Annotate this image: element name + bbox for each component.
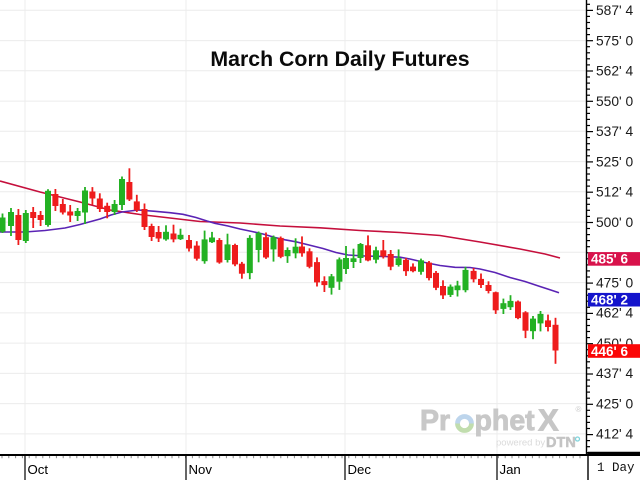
svg-text:Pr: Pr [420, 405, 450, 437]
svg-text:425' 0: 425' 0 [596, 396, 633, 411]
svg-text:March Corn Daily Futures: March Corn Daily Futures [210, 47, 469, 71]
svg-text:phet: phet [475, 405, 536, 437]
svg-text:412' 4: 412' 4 [596, 427, 633, 442]
svg-text:DTN: DTN [546, 435, 576, 451]
svg-text:446' 6: 446' 6 [591, 344, 628, 359]
svg-text:468' 2: 468' 2 [591, 293, 628, 308]
svg-text:1 Day: 1 Day [597, 461, 635, 475]
svg-text:462' 4: 462' 4 [596, 306, 633, 321]
svg-text:550' 0: 550' 0 [596, 94, 633, 109]
svg-text:Jan: Jan [500, 462, 521, 477]
svg-text:powered by: powered by [496, 438, 545, 449]
svg-text:X: X [538, 403, 559, 438]
svg-text:Nov: Nov [189, 462, 213, 477]
svg-text:475' 0: 475' 0 [596, 275, 633, 290]
svg-text:587' 4: 587' 4 [596, 3, 633, 18]
svg-text:485' 6: 485' 6 [591, 252, 628, 267]
svg-text:575' 0: 575' 0 [596, 33, 633, 48]
svg-text:437' 4: 437' 4 [596, 366, 633, 381]
svg-text:537' 4: 537' 4 [596, 124, 633, 139]
svg-text:525' 0: 525' 0 [596, 154, 633, 169]
svg-text:Dec: Dec [348, 462, 372, 477]
svg-text:Oct: Oct [28, 462, 49, 477]
svg-text:562' 4: 562' 4 [596, 64, 633, 79]
svg-text:®: ® [576, 405, 582, 414]
svg-text:500' 0: 500' 0 [596, 215, 633, 230]
svg-text:512' 4: 512' 4 [596, 185, 633, 200]
